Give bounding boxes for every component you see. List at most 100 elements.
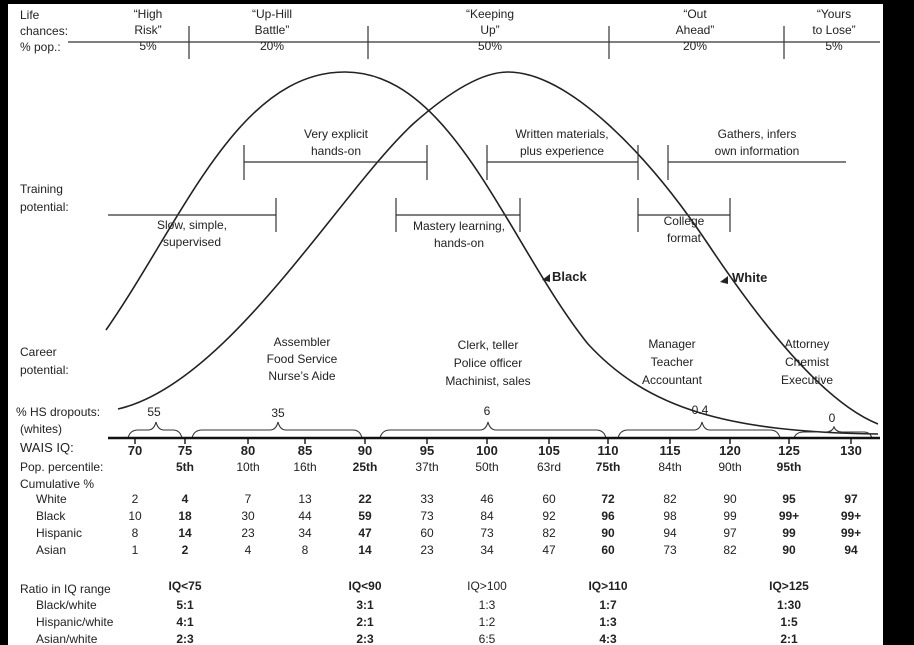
iq-tick-label: 85: [298, 443, 312, 458]
cumulative-cell: 99: [782, 526, 796, 540]
career-item: Assembler: [274, 335, 331, 349]
percentile-value: 95th: [777, 460, 802, 474]
dropout-value: 55: [147, 405, 161, 419]
ratio-cell: 2:1: [780, 632, 798, 645]
cumulative-cell: 90: [723, 492, 737, 506]
cumulative-cell: 22: [358, 492, 372, 506]
ratio-cell: 1:7: [599, 598, 617, 612]
cumulative-cell: 34: [480, 543, 494, 557]
iq-tick-label: 125: [778, 443, 800, 458]
ratio-cell: 1:2: [479, 615, 496, 629]
training-label-2: potential:: [20, 200, 69, 214]
ratio-table: Ratio in IQ range Black/white Hispanic/w…: [20, 579, 809, 645]
ratio-cell: 1:30: [777, 598, 801, 612]
life-col-title: “Keeping: [466, 7, 514, 21]
percentile-value: 10th: [236, 460, 259, 474]
percentile-value: 16th: [293, 460, 316, 474]
cumulative-cell: 2: [182, 543, 189, 557]
career-label-2: potential:: [20, 363, 69, 377]
life-label-1: Life: [20, 8, 40, 22]
iq-tick-label: 110: [598, 443, 619, 458]
iq-tick-label: 100: [476, 443, 498, 458]
ratio-cell: 1:3: [599, 615, 617, 629]
ratio-header: IQ>100: [467, 579, 507, 593]
cumulative-cell: 97: [723, 526, 737, 540]
life-col-title: “Yours: [817, 7, 851, 21]
training-item-text: own information: [715, 144, 800, 158]
dropouts-sublabel: (whites): [20, 422, 62, 436]
life-col-title: to Lose”: [812, 23, 855, 37]
dropouts-section: % HS dropouts: (whites) 55 35 6 0.4 0: [16, 403, 873, 439]
cumulative-cell: 2: [132, 492, 139, 506]
training-item-text: College: [664, 214, 705, 228]
cumulative-cell: 8: [132, 526, 139, 540]
white-curve-label: White: [732, 270, 767, 285]
career-item: Attorney: [785, 337, 830, 351]
percentile-value: 37th: [415, 460, 438, 474]
life-col-title: Risk”: [134, 23, 161, 37]
cumulative-cell: 34: [298, 526, 312, 540]
life-col-pct: 20%: [260, 39, 284, 53]
cumulative-cell: 82: [723, 543, 737, 557]
percentile-value: 90th: [718, 460, 741, 474]
career-item: Accountant: [642, 373, 703, 387]
career-item: Clerk, teller: [458, 338, 519, 352]
training-item-text: hands-on: [434, 236, 484, 250]
training-item-text: Gathers, infers: [718, 127, 797, 141]
cumulative-cell: 73: [663, 543, 677, 557]
wais-axis: WAIS IQ: 70 75 80 85 90 95 100 105 110 1…: [20, 436, 880, 458]
dropouts-label: % HS dropouts:: [16, 405, 100, 419]
training-item-text: format: [667, 231, 702, 245]
life-col-pct: 50%: [478, 39, 502, 53]
cumulative-cell: 90: [782, 543, 796, 557]
career-item: Food Service: [267, 352, 338, 366]
iq-tick-label: 105: [538, 443, 560, 458]
cumulative-cell: 47: [542, 543, 556, 557]
iq-tick-label: 95: [420, 443, 434, 458]
cumulative-row-name: Black: [36, 509, 66, 523]
ratio-cell: 1:5: [780, 615, 798, 629]
ratio-cell: 5:1: [176, 598, 194, 612]
cumulative-cell: 82: [542, 526, 556, 540]
dropout-value: 0: [829, 411, 836, 425]
training-section: Training potential: Very explicit hands-…: [20, 127, 846, 250]
life-label-2: chances:: [20, 24, 68, 38]
career-label-1: Career: [20, 345, 57, 359]
cumulative-cell: 82: [663, 492, 677, 506]
cumulative-cell: 18: [178, 509, 192, 523]
cumulative-cell: 60: [542, 492, 556, 506]
cumulative-cell: 1: [132, 543, 139, 557]
training-item-text: plus experience: [520, 144, 604, 158]
percentile-value: 63rd: [537, 460, 561, 474]
training-label-1: Training: [20, 182, 63, 196]
iq-tick-label: 90: [358, 443, 372, 458]
cumulative-cell: 73: [420, 509, 434, 523]
cumulative-cell: 8: [302, 543, 309, 557]
training-item-text: Written materials,: [515, 127, 608, 141]
ratio-header: IQ<90: [348, 579, 381, 593]
iq-chart-svg: Life chances: % pop.: “High Risk” 5% “Up…: [16, 7, 880, 645]
iq-chart-figure: Life chances: % pop.: “High Risk” 5% “Up…: [8, 4, 883, 645]
life-col-pct: 5%: [139, 39, 157, 53]
career-item: Manager: [648, 337, 695, 351]
cumulative-cell: 47: [358, 526, 372, 540]
cumulative-cell: 7: [245, 492, 252, 506]
ratio-cell: 2:3: [176, 632, 194, 645]
cumulative-cell: 99: [723, 509, 737, 523]
life-chances-section: Life chances: % pop.: “High Risk” 5% “Up…: [20, 7, 880, 59]
training-item-text: Mastery learning,: [413, 219, 505, 233]
cumulative-cell: 60: [601, 543, 615, 557]
ratio-row-name: Asian/white: [36, 632, 98, 645]
iq-tick-label: 80: [241, 443, 255, 458]
cumulative-cell: 46: [480, 492, 494, 506]
cumulative-cell: 73: [480, 526, 494, 540]
percentile-value: 5th: [176, 460, 194, 474]
training-item-text: Very explicit: [304, 127, 369, 141]
ratio-cell: 4:3: [599, 632, 617, 645]
black-pointer-icon: [542, 274, 550, 282]
ratio-cell: 3:1: [356, 598, 374, 612]
cumulative-cell: 60: [420, 526, 434, 540]
percentile-value: 25th: [353, 460, 378, 474]
training-item-text: Slow, simple,: [157, 218, 227, 232]
cumulative-cell: 99+: [841, 509, 861, 523]
